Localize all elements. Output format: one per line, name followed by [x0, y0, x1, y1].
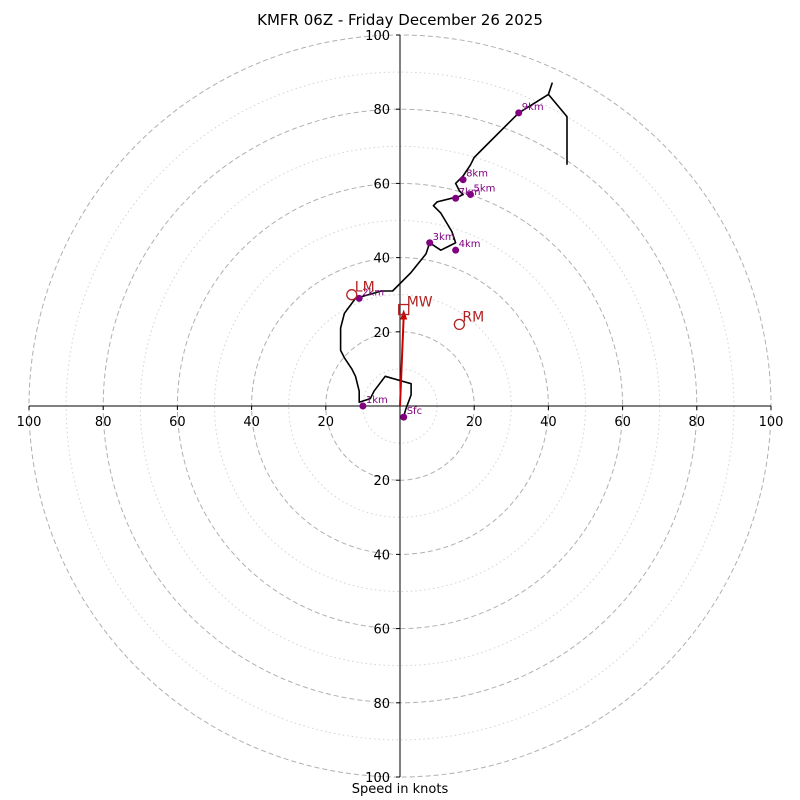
x-axis-label: Speed in knots — [351, 782, 449, 797]
storm-motion-marker-rm — [453, 318, 466, 331]
height-label-7km: 7km — [459, 187, 481, 198]
mean-wind-arrow-shaft — [399, 315, 405, 407]
tick-label-top-100: 100 — [365, 29, 390, 44]
tick-label-bottom-80: 80 — [373, 697, 390, 712]
height-label-5km: 5km — [473, 184, 495, 195]
height-marker-3km — [426, 239, 434, 247]
tick-label-right-20: 20 — [466, 415, 483, 430]
tick-label-bottom-100: 100 — [365, 771, 390, 786]
tick-label-left-100: 100 — [17, 415, 42, 430]
height-label-3km: 3km — [433, 232, 455, 243]
tick-labels: 20 20 20 20 40 40 40 40 60 60 60 60 80 80 80 80 100 100 10… — [17, 29, 784, 786]
tick-label-top-60: 60 — [373, 177, 390, 192]
height-marker-7km — [452, 194, 460, 202]
height-marker-sfc — [400, 413, 408, 421]
storm-motion-marker-lm — [346, 289, 358, 301]
storm-motion-marker-mw — [398, 303, 410, 316]
storm-motion-label-lm: LM — [355, 280, 375, 296]
height-label-2km: 2km — [362, 287, 384, 298]
chart-title: KMFR 06Z - Friday December 26 2025 — [257, 11, 543, 29]
height-label-1km: 1km — [366, 395, 388, 406]
tick-label-left-80: 80 — [95, 415, 112, 430]
tick-label-right-40: 40 — [540, 415, 557, 430]
hodograph-line — [339, 82, 568, 418]
mean-wind-vector — [399, 309, 408, 407]
height-label-9km: 9km — [522, 102, 544, 113]
height-marker-9km — [515, 109, 523, 117]
tick-label-top-80: 80 — [373, 103, 390, 118]
tick-label-left-20: 20 — [318, 415, 335, 430]
tick-label-left-40: 40 — [243, 415, 260, 430]
tick-label-bottom-20: 20 — [373, 474, 390, 489]
height-marker-8km — [459, 176, 467, 184]
height-marker-5km — [466, 191, 474, 199]
height-marker-1km — [359, 402, 367, 410]
tick-label-top-20: 20 — [373, 326, 390, 341]
tick-label-bottom-40: 40 — [373, 548, 390, 563]
height-marker-4km — [452, 246, 460, 254]
storm-motion-label-rm: RM — [462, 309, 484, 325]
tick-label-right-100: 100 — [759, 415, 784, 430]
storm-motion-markers: LM RM MW — [346, 280, 484, 331]
height-label-4km: 4km — [459, 239, 481, 250]
hodograph-trace — [339, 82, 568, 418]
tick-label-left-60: 60 — [169, 415, 186, 430]
height-label-8km: 8km — [466, 169, 488, 180]
storm-motion-label-mw: MW — [407, 295, 433, 311]
tick-label-top-40: 40 — [373, 252, 390, 267]
height-label-sfc: Sfc — [407, 406, 422, 417]
tick-label-right-60: 60 — [614, 415, 631, 430]
height-marker-2km — [355, 294, 363, 302]
tick-label-bottom-60: 60 — [373, 623, 390, 638]
tick-label-right-80: 80 — [689, 415, 706, 430]
